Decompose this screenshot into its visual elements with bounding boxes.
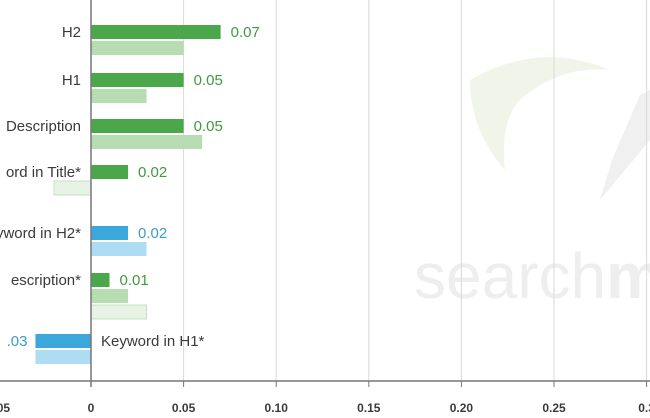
value-label: 0.05: [194, 72, 223, 89]
bar-secondary: [91, 242, 147, 256]
value-label: 0.02: [138, 225, 167, 242]
labels: H2 0.07 H1 0.05 Description 0.05 ord in Title*…: [0, 24, 260, 350]
value-label: 0.07: [231, 24, 260, 41]
watermark-logo: searchme: [414, 57, 650, 312]
watermark-text: searchme: [414, 240, 650, 312]
x-tick-label: 0.15: [357, 401, 381, 415]
bar-secondary: [91, 289, 129, 303]
value-label: 0.02: [138, 164, 167, 181]
category-label: H2: [62, 24, 81, 41]
x-tick-label: 0.3: [638, 401, 650, 415]
value-label: .03: [7, 333, 28, 350]
watermark-arrow: [600, 90, 650, 200]
category-label: escription*: [11, 272, 81, 289]
bar-secondary: [91, 89, 147, 103]
x-tick-label: 0.05: [0, 401, 10, 415]
category-label: Keyword in H1*: [101, 333, 205, 350]
bar-primary: [91, 73, 184, 87]
x-tick-label: 0.25: [542, 401, 566, 415]
category-label: ord in Title*: [6, 164, 81, 181]
bar-secondary: [91, 41, 184, 55]
value-label: 0.05: [194, 118, 223, 135]
x-tick-label: 0.05: [172, 401, 196, 415]
value-label: 0.01: [120, 272, 149, 289]
bar-tertiary: [90, 304, 148, 320]
bar-primary: [91, 273, 110, 287]
category-label: Description: [6, 118, 81, 135]
bar-primary: [91, 25, 221, 39]
bar-secondary: [35, 350, 91, 364]
bar-primary: [91, 165, 129, 179]
category-label: eyword in H2*: [0, 225, 81, 242]
bar-primary: [91, 119, 184, 133]
watermark-swoosh: [470, 57, 610, 171]
x-tick-label: 0.20: [450, 401, 474, 415]
x-tick-label: 0.10: [265, 401, 289, 415]
bar-primary: [35, 334, 91, 348]
bar-primary: [91, 226, 129, 240]
bars: [35, 25, 221, 364]
bar-secondary: [91, 135, 203, 149]
bar-tertiary: [53, 180, 92, 196]
category-label: H1: [62, 72, 81, 89]
x-tick-label: 0: [88, 401, 95, 415]
grid-lines: [183, 0, 648, 381]
